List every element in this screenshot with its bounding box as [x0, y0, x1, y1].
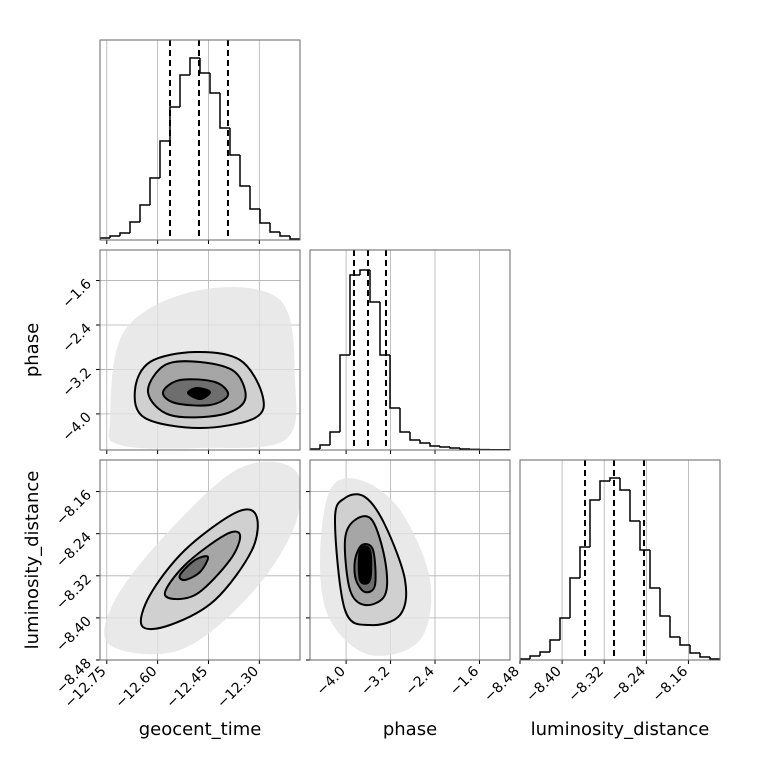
- histogram-bin: [290, 236, 300, 240]
- y-tick-label: −1.6: [59, 276, 94, 311]
- histogram-bin: [650, 550, 660, 588]
- x-tick-label: −12.60: [113, 664, 161, 712]
- x-axis-label: luminosity_distance: [531, 719, 710, 740]
- y-axis-label: phase: [22, 323, 43, 377]
- histogram-bin: [460, 448, 470, 449]
- histogram-bin: [320, 445, 330, 449]
- panel: [100, 250, 300, 450]
- histogram-bin: [250, 186, 260, 209]
- histogram-bin: [560, 618, 570, 640]
- x-tick-label: −1.6: [447, 663, 482, 698]
- histogram-bin: [540, 652, 550, 656]
- y-tick-label: −4.0: [59, 409, 94, 444]
- x-tick-label: −12.45: [163, 664, 211, 712]
- histogram-bin: [150, 178, 160, 205]
- panel: [310, 250, 510, 450]
- histogram-bin: [110, 236, 120, 238]
- histogram-bin: [240, 155, 250, 186]
- histogram-bin: [370, 270, 380, 302]
- y-tick-label: −3.2: [59, 365, 94, 400]
- histogram-bin: [410, 432, 420, 440]
- x-tick-label: −8.24: [607, 663, 649, 705]
- y-axis-label: luminosity_distance: [22, 471, 43, 650]
- x-tick-label: −8.48: [481, 664, 523, 706]
- histogram-bin: [210, 73, 220, 93]
- panel: [520, 460, 720, 660]
- histogram-bin: [270, 223, 280, 232]
- histogram-bin: [530, 656, 540, 659]
- histogram-bin: [180, 75, 190, 107]
- x-axis-label: phase: [383, 719, 437, 740]
- histogram-bin: [550, 640, 560, 652]
- histogram-bin: [160, 141, 170, 178]
- histogram-bin: [660, 588, 670, 616]
- panel: [100, 460, 301, 660]
- x-axis-label: geocent_time: [139, 719, 262, 740]
- x-tick-label: −8.16: [650, 663, 692, 705]
- histogram-bin: [590, 500, 600, 547]
- histogram-bin: [620, 478, 630, 490]
- panel: [100, 40, 300, 240]
- panel: [310, 460, 510, 660]
- histogram-bin: [570, 578, 580, 618]
- contour: [359, 546, 372, 584]
- histogram-bin: [170, 107, 180, 141]
- x-tick-label: −8.32: [565, 664, 607, 706]
- histogram-bin: [120, 233, 130, 236]
- histogram-bin: [130, 222, 140, 233]
- histogram-bin: [390, 355, 400, 408]
- histogram-bin: [380, 302, 390, 355]
- histogram-bin: [330, 432, 340, 445]
- histogram-bin: [400, 408, 410, 432]
- x-tick-label: −2.4: [402, 663, 437, 698]
- histogram-bin: [420, 440, 430, 443]
- x-tick-label: −4.0: [314, 664, 349, 699]
- x-tick-label: −3.2: [358, 664, 393, 699]
- y-tick-label: −8.40: [53, 613, 95, 655]
- y-tick-label: −8.16: [53, 487, 95, 529]
- histogram-bin: [600, 481, 610, 500]
- histogram-bin: [280, 232, 290, 236]
- y-tick-label: −8.24: [53, 529, 95, 571]
- histogram-bin: [700, 653, 710, 657]
- x-tick-label: −8.40: [523, 664, 565, 706]
- histogram-bin: [140, 205, 150, 222]
- histogram-bin: [230, 128, 240, 155]
- y-tick-label: −2.4: [59, 320, 94, 355]
- histogram-bin: [340, 355, 350, 432]
- histogram-bin: [690, 645, 700, 653]
- x-tick-label: −12.30: [214, 664, 262, 712]
- histogram-bin: [630, 490, 640, 521]
- y-tick-label: −8.32: [53, 571, 95, 613]
- histogram-bin: [440, 446, 450, 447]
- histogram-bin: [260, 209, 270, 223]
- histogram-bin: [450, 447, 460, 448]
- histogram-bin: [670, 616, 680, 637]
